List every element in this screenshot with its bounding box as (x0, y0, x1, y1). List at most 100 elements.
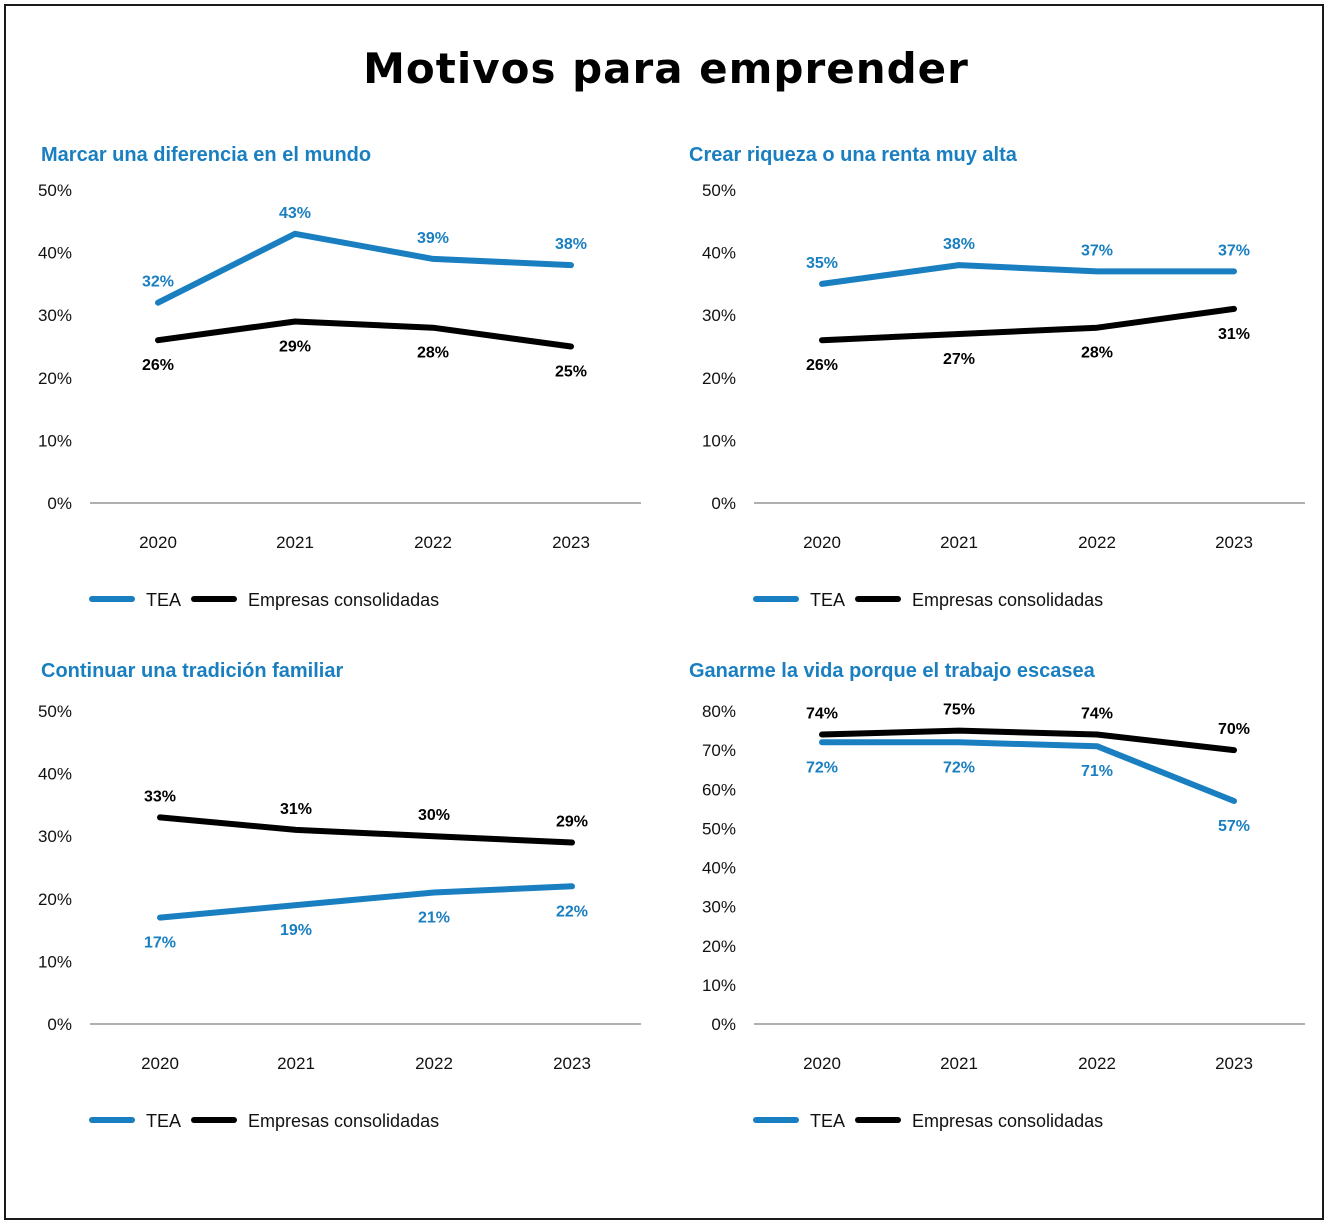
y-tick-label: 50% (702, 819, 736, 838)
data-label: 22% (556, 903, 588, 920)
data-label: 27% (943, 351, 975, 368)
data-label: 74% (1081, 705, 1113, 722)
legend-label-consolidadas: Empresas consolidadas (912, 590, 1103, 610)
legend-label-consolidadas: Empresas consolidadas (248, 590, 439, 610)
y-tick-label: 30% (38, 827, 72, 846)
chart-panel-1: Marcar una diferencia en el mundo 0% 10% 20… (38, 144, 641, 610)
y-tick-label: 20% (38, 369, 72, 388)
y-tick-label: 10% (702, 431, 736, 450)
legend-label-tea: TEA (146, 1111, 181, 1131)
y-tick-label: 10% (702, 976, 736, 995)
data-label: 17% (144, 935, 176, 952)
y-tick-label: 60% (702, 780, 736, 799)
x-tick-label: 2021 (940, 1054, 978, 1073)
series-line-tea (819, 262, 1237, 287)
series-line-tea (155, 230, 574, 306)
y-tick-label: 30% (38, 306, 72, 325)
y-tick-label: 30% (702, 306, 736, 325)
x-tick-label: 2021 (277, 1054, 315, 1073)
y-tick-label: 20% (38, 890, 72, 909)
data-label: 38% (555, 236, 587, 253)
data-label: 26% (806, 357, 838, 374)
legend: TEA Empresas consolidadas (753, 1111, 1103, 1131)
data-label: 29% (279, 338, 311, 355)
series-line-consolidadas (819, 727, 1237, 754)
y-tick-label: 0% (711, 494, 736, 513)
chart-title: Crear riqueza o una renta muy alta (689, 144, 1018, 166)
legend-label-tea: TEA (146, 590, 181, 610)
chart-title: Continuar una tradición familiar (41, 660, 343, 682)
y-tick-label: 0% (47, 494, 72, 513)
y-tick-label: 50% (702, 181, 736, 200)
data-label: 75% (943, 702, 975, 719)
legend: TEA Empresas consolidadas (89, 1111, 439, 1131)
series-line-consolidadas (819, 305, 1237, 344)
x-tick-label: 2023 (552, 533, 590, 552)
y-tick-label: 80% (702, 702, 736, 721)
y-tick-label: 50% (38, 181, 72, 200)
y-tick-label: 20% (702, 369, 736, 388)
y-tick-label: 40% (702, 244, 736, 263)
x-tick-label: 2023 (553, 1054, 591, 1073)
y-tick-label: 0% (711, 1015, 736, 1034)
data-label: 31% (1218, 326, 1250, 343)
legend-label-tea: TEA (810, 590, 845, 610)
data-label: 28% (1081, 345, 1113, 362)
data-label: 39% (417, 230, 449, 247)
chart-title: Marcar una diferencia en el mundo (41, 144, 371, 166)
x-tick-label: 2020 (803, 1054, 841, 1073)
x-tick-label: 2021 (940, 533, 978, 552)
data-label: 71% (1081, 763, 1113, 780)
series-line-tea (819, 739, 1237, 804)
y-tick-label: 40% (702, 859, 736, 878)
legend: TEA Empresas consolidadas (89, 590, 439, 610)
chart-title: Ganarme la vida porque el trabajo escase… (689, 660, 1096, 682)
data-label: 37% (1081, 242, 1113, 259)
y-tick-label: 10% (38, 431, 72, 450)
data-label: 29% (556, 813, 588, 830)
data-label: 25% (555, 364, 587, 381)
x-tick-label: 2020 (141, 1054, 179, 1073)
data-label: 37% (1218, 242, 1250, 259)
x-tick-label: 2020 (139, 533, 177, 552)
x-tick-label: 2023 (1215, 1054, 1253, 1073)
data-label: 30% (418, 807, 450, 824)
data-label: 35% (806, 255, 838, 272)
chart-panel-2: Crear riqueza o una renta muy alta 0% 10% 2… (689, 144, 1305, 610)
data-label: 32% (142, 274, 174, 291)
series-line-consolidadas (155, 318, 574, 350)
data-label: 26% (142, 357, 174, 374)
x-tick-label: 2023 (1215, 533, 1253, 552)
legend-label-consolidadas: Empresas consolidadas (912, 1111, 1103, 1131)
data-label: 57% (1218, 818, 1250, 835)
legend-label-consolidadas: Empresas consolidadas (248, 1111, 439, 1131)
y-tick-label: 50% (38, 702, 72, 721)
y-tick-label: 30% (702, 898, 736, 917)
data-label: 72% (806, 759, 838, 776)
data-label: 19% (280, 922, 312, 939)
series-line-consolidadas (157, 814, 575, 846)
data-label: 28% (417, 345, 449, 362)
data-label: 74% (806, 705, 838, 722)
y-tick-label: 40% (38, 765, 72, 784)
y-tick-label: 70% (702, 741, 736, 760)
figure-frame (4, 4, 1324, 1220)
data-label: 38% (943, 236, 975, 253)
data-label: 31% (280, 801, 312, 818)
data-label: 21% (418, 910, 450, 927)
legend: TEA Empresas consolidadas (753, 590, 1103, 610)
x-tick-label: 2022 (415, 1054, 453, 1073)
x-tick-label: 2022 (414, 533, 452, 552)
chart-panel-4: Ganarme la vida porque el trabajo escase… (689, 660, 1305, 1131)
x-tick-label: 2021 (276, 533, 314, 552)
data-label: 43% (279, 205, 311, 222)
data-label: 70% (1218, 721, 1250, 738)
series-line-tea (157, 883, 575, 921)
y-tick-label: 40% (38, 244, 72, 263)
data-label: 33% (144, 788, 176, 805)
y-tick-label: 0% (47, 1015, 72, 1034)
x-tick-label: 2020 (803, 533, 841, 552)
x-tick-label: 2022 (1078, 1054, 1116, 1073)
y-tick-label: 20% (702, 937, 736, 956)
